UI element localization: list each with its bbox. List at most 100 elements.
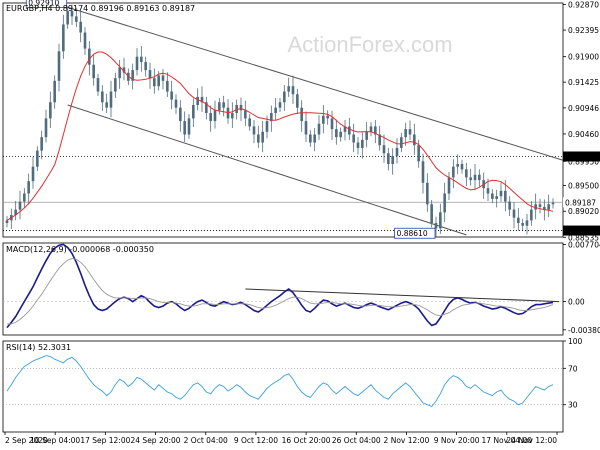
candle bbox=[66, 6, 69, 29]
candle-body bbox=[339, 131, 342, 138]
candle-body bbox=[369, 126, 373, 132]
x-tick-label: 24 Sep 20:00 bbox=[131, 436, 181, 445]
candle-body bbox=[270, 113, 273, 122]
candle-body bbox=[335, 129, 338, 138]
channel-lower-line bbox=[67, 104, 467, 236]
candle-body bbox=[14, 209, 17, 215]
candle-body bbox=[231, 113, 234, 119]
channel-upper-line bbox=[58, 4, 564, 161]
candle-body bbox=[400, 137, 403, 148]
candle bbox=[335, 119, 338, 145]
candle bbox=[270, 105, 273, 132]
candle-body bbox=[391, 155, 394, 165]
candle-body bbox=[257, 134, 260, 143]
candle-body bbox=[413, 134, 416, 146]
candle-body bbox=[382, 145, 386, 154]
candle-body bbox=[421, 161, 425, 183]
x-tick-label: 9 Oct 12:00 bbox=[234, 436, 278, 445]
candle bbox=[447, 172, 451, 200]
candle-body bbox=[57, 51, 61, 81]
candle-body bbox=[140, 56, 143, 63]
candle-body bbox=[408, 129, 412, 135]
price-level-label: 0.89187 bbox=[565, 198, 596, 207]
candle bbox=[482, 172, 485, 199]
candle-body bbox=[356, 142, 360, 148]
candle-body bbox=[265, 121, 269, 132]
x-tick-label: 9 Nov 20:00 bbox=[434, 436, 480, 445]
candle bbox=[83, 27, 87, 56]
candle bbox=[395, 138, 399, 164]
price-level-box bbox=[563, 151, 600, 162]
candle-body bbox=[261, 131, 264, 143]
candle-body bbox=[430, 204, 433, 224]
candle-body bbox=[330, 118, 334, 130]
candle-body bbox=[218, 102, 221, 111]
price-tick-label: 0.89950 bbox=[568, 157, 599, 166]
candle-body bbox=[361, 139, 364, 148]
candle-body bbox=[322, 115, 325, 124]
candle bbox=[192, 98, 195, 127]
candle bbox=[413, 123, 416, 155]
candle-body bbox=[62, 24, 65, 52]
candle bbox=[387, 147, 390, 171]
x-tick-label: 24 Nov 12:00 bbox=[506, 436, 557, 445]
candle-body bbox=[205, 102, 208, 114]
candle bbox=[430, 199, 433, 228]
candle bbox=[478, 169, 481, 187]
candle bbox=[452, 159, 455, 189]
rsi-title: RSI(14) 52.3031 bbox=[6, 343, 71, 352]
candle bbox=[421, 153, 425, 194]
price-annotation-label: 0.92910 bbox=[28, 0, 59, 7]
candle-body bbox=[296, 94, 299, 108]
candle-body bbox=[144, 62, 147, 71]
candle-body bbox=[343, 126, 347, 132]
candle-body bbox=[44, 118, 48, 138]
candle bbox=[261, 121, 264, 153]
candle-body bbox=[456, 164, 459, 167]
candle bbox=[92, 55, 95, 86]
candle-body bbox=[131, 70, 134, 81]
candle bbox=[278, 97, 282, 112]
candle bbox=[53, 75, 56, 109]
price-level-label: 0.88660 bbox=[565, 227, 596, 236]
candle bbox=[443, 182, 446, 222]
candle-body bbox=[153, 78, 156, 87]
candle-body bbox=[352, 134, 355, 143]
candle bbox=[170, 80, 173, 110]
candle bbox=[339, 127, 342, 142]
candle bbox=[304, 111, 308, 143]
candle bbox=[161, 69, 165, 90]
candle bbox=[382, 134, 386, 163]
candle-body bbox=[326, 115, 329, 119]
candle-body bbox=[365, 131, 368, 140]
candle-body bbox=[434, 223, 438, 229]
candle bbox=[88, 41, 91, 76]
candle-body bbox=[179, 107, 182, 122]
candle bbox=[144, 56, 147, 77]
price-annotation-box bbox=[394, 227, 436, 239]
candle bbox=[40, 130, 43, 160]
candle-body bbox=[404, 129, 407, 138]
candle-body bbox=[53, 80, 56, 103]
price-level-box bbox=[563, 197, 600, 208]
candle-body bbox=[49, 102, 52, 119]
candle-body bbox=[27, 181, 30, 194]
price-tick-label: 0.91425 bbox=[568, 78, 599, 87]
macd-tick-label: -0.003804 bbox=[568, 326, 600, 335]
candle-body bbox=[534, 204, 537, 210]
candle-body bbox=[40, 137, 43, 151]
candle bbox=[101, 85, 104, 111]
candle bbox=[79, 11, 82, 43]
candle-body bbox=[36, 150, 39, 167]
rsi-tick-label: 70 bbox=[568, 364, 578, 373]
macd-tick-label: 0.00 bbox=[568, 298, 585, 307]
candle-body bbox=[105, 102, 108, 108]
candle bbox=[499, 182, 503, 202]
candle bbox=[504, 180, 507, 212]
x-tick-label: 2 Sep 2020 bbox=[5, 436, 48, 445]
candle bbox=[218, 97, 221, 115]
candle bbox=[521, 218, 524, 231]
candle-body bbox=[517, 217, 520, 224]
candle bbox=[469, 168, 472, 186]
